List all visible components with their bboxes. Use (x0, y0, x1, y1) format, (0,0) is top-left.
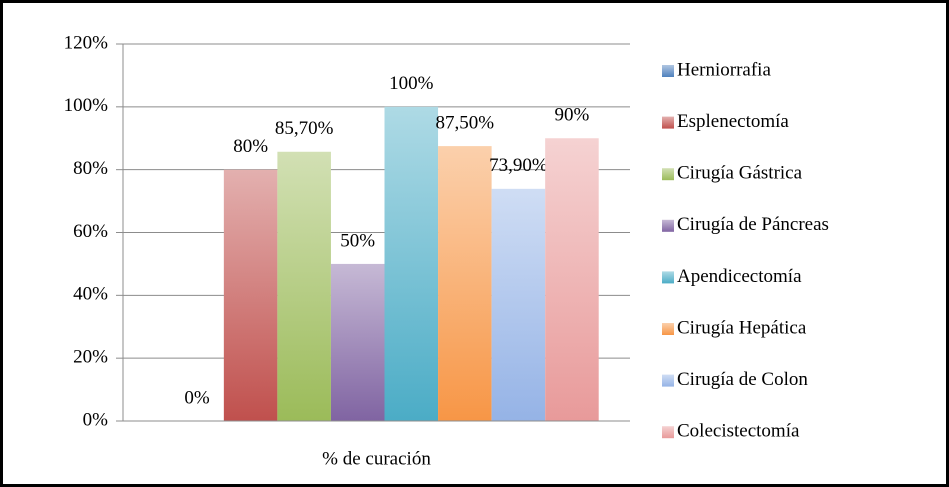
y-tick-label: 100% (64, 95, 109, 116)
legend-swatch (662, 374, 674, 387)
legend-label: Cirugía de Colon (677, 369, 808, 390)
bar (545, 138, 599, 421)
y-tick-label: 40% (73, 284, 108, 305)
y-tick-label: 80% (73, 158, 108, 179)
value-label: 85,70% (275, 118, 334, 139)
legend-label: Esplenectomía (677, 111, 789, 132)
y-tick-label: 60% (73, 221, 108, 242)
legend-label: Cirugía de Páncreas (677, 214, 829, 235)
legend-label: Colecistectomía (677, 421, 800, 442)
legend-swatch (662, 168, 674, 181)
legend-label: Apendicectomía (677, 266, 802, 287)
legend-swatch (662, 116, 674, 129)
legend-swatch (662, 65, 674, 77)
value-label: 0% (184, 387, 210, 408)
legend-label: Cirugía Gástrica (677, 163, 803, 184)
bar (491, 188, 546, 421)
x-tick-label: % de curación (322, 448, 431, 469)
legend-swatch (662, 426, 674, 439)
y-tick-label: 20% (73, 347, 108, 368)
legend-swatch (662, 323, 674, 335)
y-tick-label: 120% (64, 32, 109, 53)
bar (330, 263, 385, 421)
bar (223, 169, 278, 421)
legend-label: Herniorrafia (677, 59, 771, 80)
value-label: 73,90% (489, 155, 548, 176)
bar (384, 106, 439, 421)
value-label: 50% (340, 230, 375, 251)
value-label: 80% (233, 136, 268, 157)
bar (438, 146, 492, 421)
value-label: 87,50% (436, 112, 495, 133)
legend-swatch (662, 271, 674, 284)
legend-swatch (662, 219, 674, 232)
bar (277, 151, 331, 422)
value-label: 90% (555, 105, 590, 126)
y-tick-label: 0% (83, 409, 109, 430)
value-label: 100% (389, 73, 434, 94)
legend-label: Cirugía Hepática (677, 317, 807, 338)
